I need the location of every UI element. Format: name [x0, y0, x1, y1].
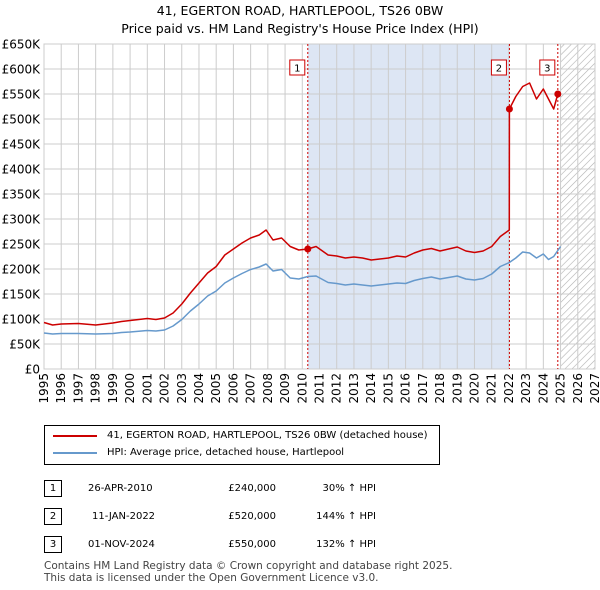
y-tick-label: £450K [2, 138, 42, 152]
footer-copyright: Contains HM Land Registry data © Crown c… [44, 560, 453, 572]
chart-title: 41, EGERTON ROAD, HARTLEPOOL, TS26 0BW [156, 3, 444, 18]
y-tick-label: £350K [2, 188, 42, 202]
sale-point [304, 245, 312, 253]
y-tick-label: £200K [2, 263, 42, 277]
x-tick-label: 2013 [347, 373, 361, 404]
x-tick-label: 2016 [399, 373, 413, 404]
y-tick-label: £50K [9, 338, 41, 352]
price-chart: 1 2 3 £0 £50K £100K £150K £200K £250K £300K £350K £… [2, 38, 600, 404]
x-tick-label: 2010 [295, 373, 309, 404]
sale-label: 2 [496, 64, 502, 75]
transaction-number: 1 [44, 479, 62, 497]
x-tick-label: 2024 [536, 373, 550, 404]
legend-swatch-hpi [53, 452, 97, 454]
x-tick-label: 2001 [140, 373, 154, 404]
legend: 41, EGERTON ROAD, HARTLEPOOL, TS26 0BW (… [44, 425, 440, 465]
legend-label-hpi: HPI: Average price, detached house, Hart… [107, 447, 345, 458]
sale-point [554, 90, 562, 98]
hpi-line [43, 246, 562, 335]
x-tick-label: 2004 [192, 373, 206, 404]
y-tick-label: £100K [2, 313, 42, 327]
x-tick-label: 2000 [123, 373, 137, 404]
x-tick-label: 2019 [450, 373, 464, 404]
y-tick-label: £150K [2, 288, 42, 302]
table-row: 1 26-APR-2010 £240,000 30% ↑ HPI [44, 474, 376, 502]
transaction-hpi: 144% ↑ HPI [316, 510, 376, 522]
x-tick-label: 2021 [485, 373, 499, 404]
x-tick-label: 2009 [278, 373, 292, 404]
y-tick-label: £600K [2, 63, 42, 77]
x-tick-label: 1998 [89, 373, 103, 404]
transaction-date: 01-NOV-2024 [88, 538, 155, 550]
table-row: 2 11-JAN-2022 £520,000 144% ↑ HPI [44, 502, 376, 530]
y-tick-label: £500K [2, 113, 42, 127]
x-tick-label: 1996 [54, 373, 68, 404]
plot-frame [43, 43, 596, 370]
x-tick-label: 2018 [433, 373, 447, 404]
transaction-date: 26-APR-2010 [88, 482, 153, 494]
x-tick-label: 2012 [330, 373, 344, 404]
legend-label-price-paid: 41, EGERTON ROAD, HARTLEPOOL, TS26 0BW (… [107, 430, 428, 441]
sale-label: 3 [544, 64, 550, 75]
table-row: 3 01-NOV-2024 £550,000 132% ↑ HPI [44, 530, 376, 558]
transaction-number: 2 [44, 507, 62, 525]
sale-label-box [490, 59, 507, 76]
x-tick-label: 2007 [244, 373, 258, 404]
sale-point [505, 105, 513, 113]
sale-label-box [539, 59, 556, 76]
x-tick-label: 1999 [106, 373, 120, 404]
transaction-price: £550,000 [228, 538, 276, 550]
chart-subtitle: Price paid vs. HM Land Registry's House … [121, 21, 479, 36]
x-tick-label: 2020 [467, 373, 481, 404]
x-tick-label: 2011 [313, 373, 327, 404]
y-tick-label: £550K [2, 88, 42, 102]
transaction-price: £240,000 [228, 482, 276, 494]
sale-label-box [289, 59, 306, 76]
x-tick-label: 2008 [261, 373, 275, 404]
y-tick-label: £650K [2, 38, 42, 52]
sale-label: 1 [294, 64, 300, 75]
footer-licence: This data is licensed under the Open Gov… [44, 572, 379, 584]
x-tick-label: 2003 [175, 373, 189, 404]
legend-swatch-price-paid [53, 435, 97, 437]
x-tick-label: 2002 [158, 373, 172, 404]
transaction-hpi: 132% ↑ HPI [316, 538, 376, 550]
y-tick-label: £0 [25, 363, 40, 377]
x-tick-label: 2025 [554, 373, 568, 404]
footer: Contains HM Land Registry data © Crown c… [44, 560, 452, 584]
y-tick-label: £400K [2, 163, 42, 177]
transaction-number: 3 [44, 535, 62, 553]
transaction-date: 11-JAN-2022 [92, 510, 156, 522]
x-tick-label: 2023 [519, 373, 533, 404]
shaded-region [307, 44, 510, 369]
x-tick-label: 2006 [226, 373, 240, 404]
x-tick-label: 2005 [209, 373, 223, 404]
x-tick-label: 2017 [416, 373, 430, 404]
price-paid-line [43, 82, 561, 326]
y-tick-label: £300K [2, 213, 42, 227]
x-tick-label: 2022 [502, 373, 516, 404]
transaction-price: £520,000 [228, 510, 276, 522]
x-tick-label: 1995 [37, 373, 51, 404]
y-tick-label: £250K [2, 238, 42, 252]
x-tick-label: 2026 [571, 373, 585, 404]
x-tick-label: 2014 [364, 373, 378, 404]
transactions-table: 1 26-APR-2010 £240,000 30% ↑ HPI 2 11-JA… [44, 474, 376, 558]
x-tick-label: 2027 [588, 373, 600, 404]
x-tick-label: 1997 [71, 373, 85, 404]
x-tick-label: 2015 [381, 373, 395, 404]
transaction-hpi: 30% ↑ HPI [322, 482, 376, 494]
